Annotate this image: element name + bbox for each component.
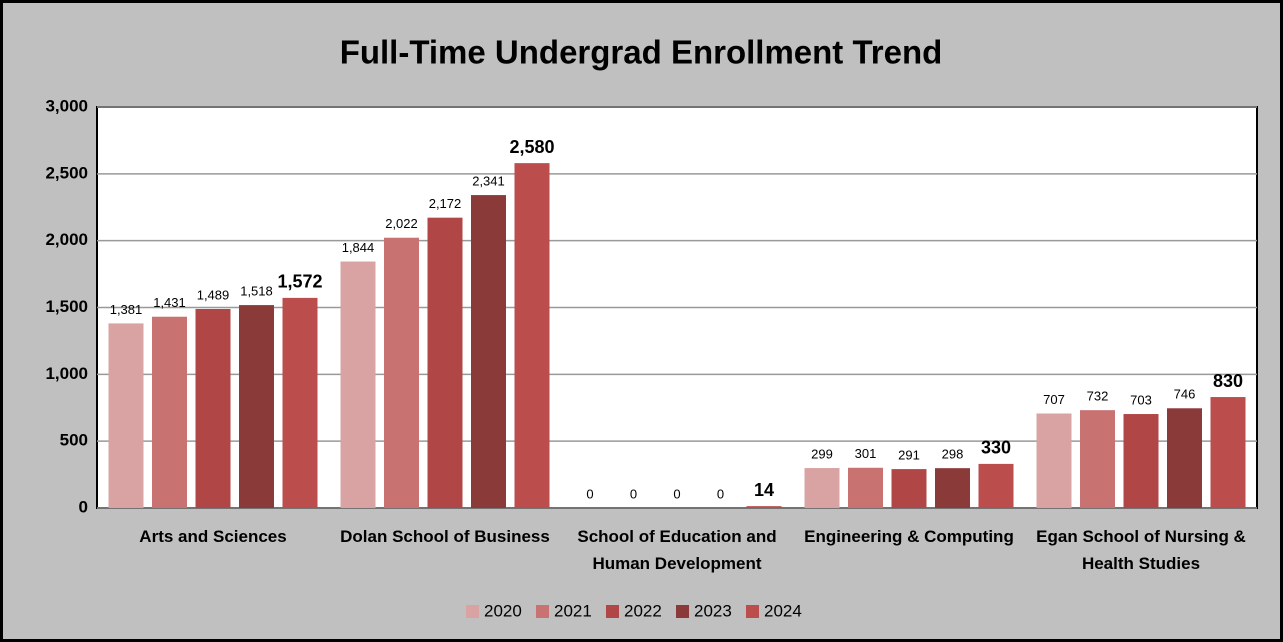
data-label: 1,489: [197, 287, 230, 302]
data-label: 330: [981, 438, 1011, 458]
data-label: 2,172: [429, 196, 462, 211]
data-label: 14: [754, 480, 774, 500]
bar: [1167, 408, 1202, 508]
data-label: 0: [586, 486, 593, 501]
bar: [1210, 397, 1246, 508]
data-label: 2,022: [385, 216, 418, 231]
data-label: 291: [898, 448, 920, 463]
x-tick-label: Dolan School of Business: [340, 527, 550, 546]
data-label: 830: [1213, 371, 1243, 391]
data-label: 732: [1087, 389, 1109, 404]
legend-swatch: [536, 605, 549, 618]
y-tick-label: 2,000: [45, 230, 88, 249]
legend-swatch: [676, 605, 689, 618]
legend-label: 2020: [484, 601, 522, 620]
legend-label: 2022: [624, 601, 662, 620]
bar: [514, 163, 550, 508]
legend-swatch: [746, 605, 759, 618]
data-label: 1,844: [342, 240, 375, 255]
data-label: 0: [630, 486, 637, 501]
bar: [978, 463, 1014, 508]
y-tick-label: 1,000: [45, 364, 88, 383]
data-label: 2,341: [472, 174, 505, 189]
y-tick-label: 500: [60, 431, 88, 450]
data-label: 703: [1130, 392, 1152, 407]
y-tick-label: 2,500: [45, 163, 88, 182]
data-label: 707: [1043, 392, 1065, 407]
bar: [804, 468, 840, 508]
bar: [195, 308, 231, 508]
bar: [152, 316, 187, 508]
data-label: 1,572: [277, 272, 322, 292]
legend-label: 2024: [764, 601, 802, 620]
y-tick-label: 1,500: [45, 297, 88, 316]
y-tick-label: 0: [79, 497, 88, 516]
bar: [1080, 410, 1115, 508]
x-tick-label: Engineering & Computing: [804, 527, 1014, 546]
data-label: 301: [855, 446, 877, 461]
bar: [1036, 413, 1072, 508]
data-label: 1,381: [110, 302, 143, 317]
bar: [384, 237, 419, 508]
chart-title: Full-Time Undergrad Enrollment Trend: [340, 34, 943, 71]
data-label: 299: [811, 446, 833, 461]
data-label: 2,580: [509, 137, 554, 157]
data-label: 1,518: [240, 284, 273, 299]
data-label: 298: [942, 447, 964, 462]
bar: [848, 467, 883, 508]
data-label: 746: [1174, 387, 1196, 402]
bar: [239, 305, 274, 508]
bar: [935, 468, 970, 508]
y-tick-label: 3,000: [45, 96, 88, 115]
bar: [746, 506, 782, 508]
data-label: 1,431: [153, 295, 186, 310]
x-tick-label: School of Education and Human Developmen…: [577, 527, 777, 573]
bar: [427, 217, 463, 508]
bar: [108, 323, 144, 508]
legend-label: 2021: [554, 601, 592, 620]
bar: [1123, 414, 1159, 508]
bar: [340, 261, 376, 508]
bar: [471, 195, 506, 508]
legend-swatch: [466, 605, 479, 618]
x-tick-label: Arts and Sciences: [139, 527, 287, 546]
data-label: 0: [673, 486, 680, 501]
bar: [282, 297, 318, 508]
x-tick-label: Egan School of Nursing & Health Studies: [1036, 527, 1246, 573]
bar: [891, 469, 927, 508]
data-label: 0: [717, 486, 724, 501]
legend-swatch: [606, 605, 619, 618]
legend-label: 2023: [694, 601, 732, 620]
